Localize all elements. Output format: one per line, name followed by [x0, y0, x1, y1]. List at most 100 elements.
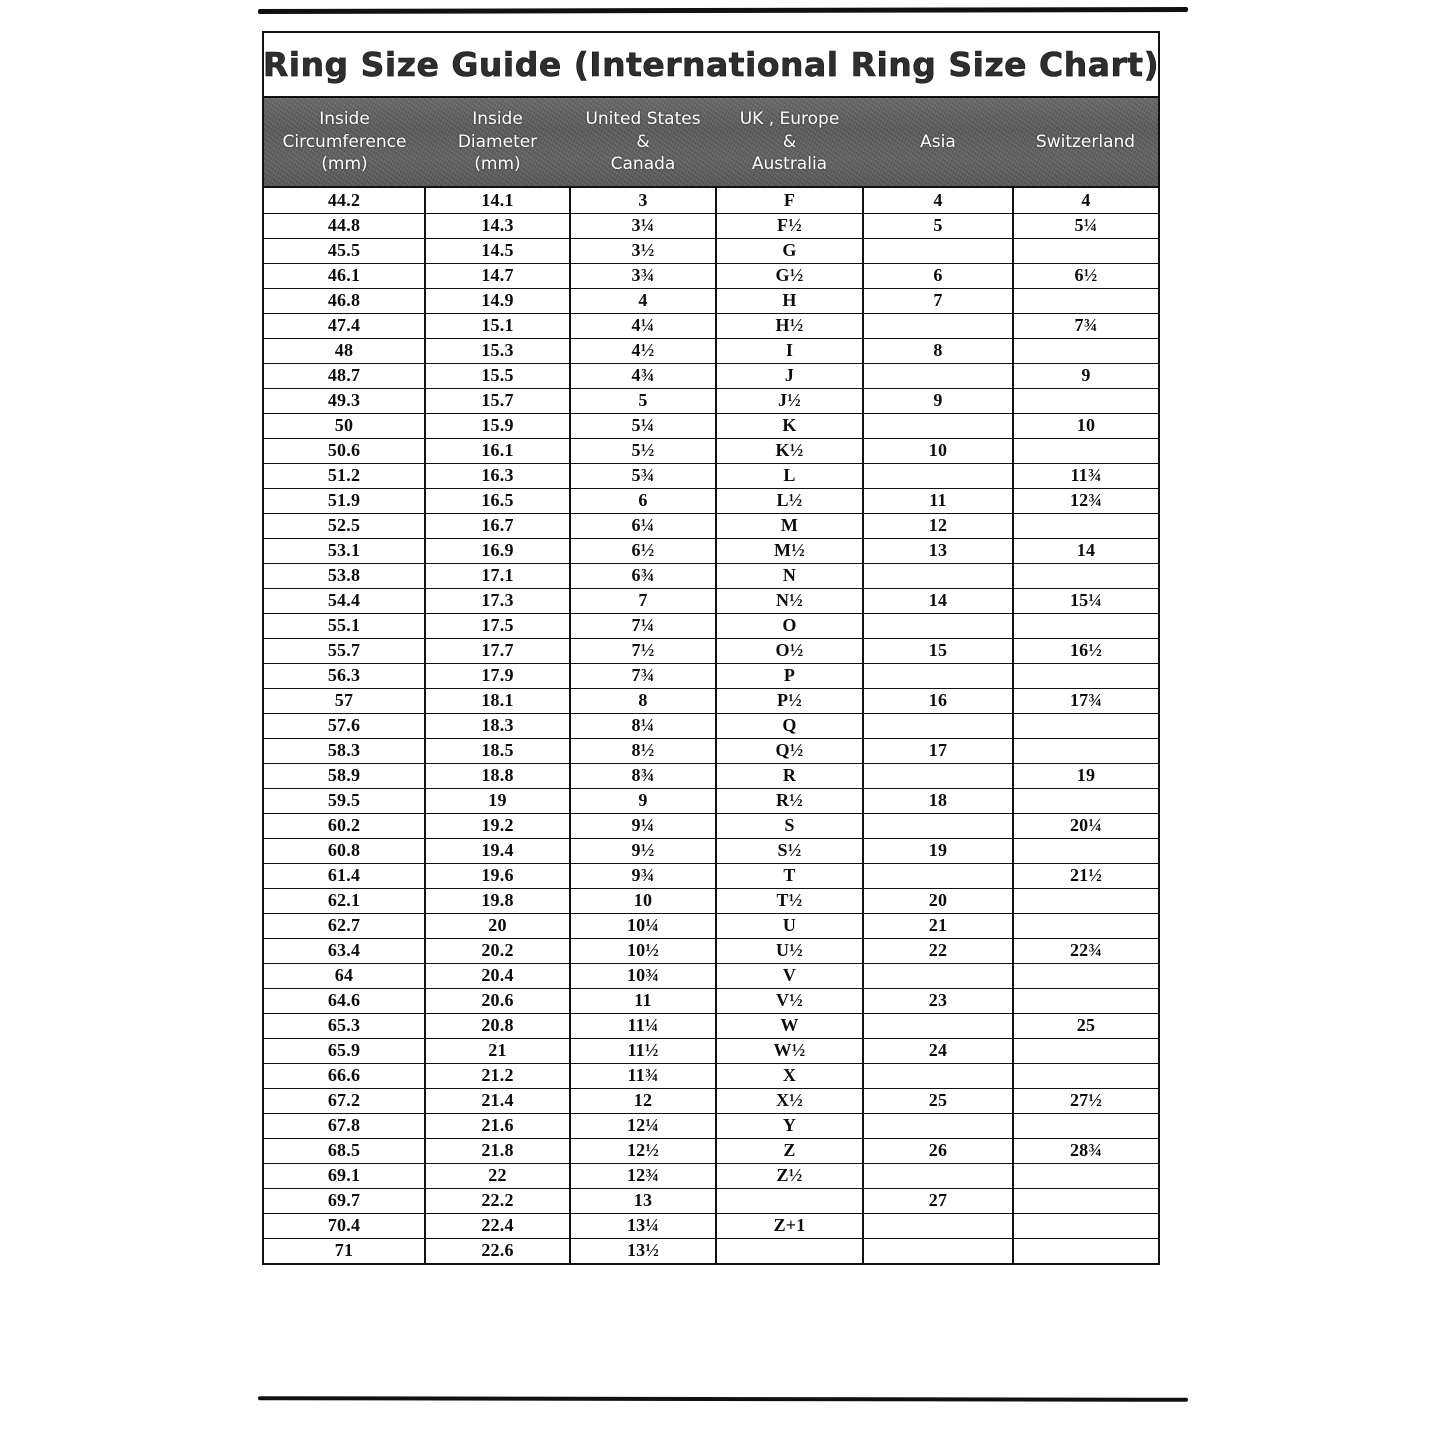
cell-inside-diameter: 16.9 [425, 538, 571, 564]
cell-us-canada: 11½ [570, 1038, 717, 1064]
table-row: 48 15.3 4½ I 8 [264, 338, 1158, 364]
cell-inside-circumference: 67.2 [264, 1088, 426, 1114]
cell-asia: 6 [863, 263, 1014, 289]
cell-inside-diameter: 14.7 [425, 263, 571, 289]
cell-asia [863, 413, 1014, 439]
cell-inside-circumference: 56.3 [264, 663, 426, 689]
cell-uk-europe-australia: X [716, 1063, 864, 1089]
cell-asia [863, 363, 1014, 389]
cell-uk-europe-australia: L½ [716, 488, 864, 514]
table-row: 56.3 17.9 7¾ P [264, 663, 1158, 689]
cell-switzerland: 4 [1013, 188, 1158, 214]
table-row: 65.9 21 11½ W½ 24 [264, 1038, 1158, 1064]
cell-switzerland: 20¼ [1013, 813, 1158, 839]
cell-switzerland: 11¾ [1013, 463, 1158, 489]
cell-inside-circumference: 64.6 [264, 988, 426, 1014]
cell-inside-diameter: 18.5 [425, 738, 571, 764]
cell-inside-diameter: 16.3 [425, 463, 571, 489]
cell-uk-europe-australia: W [716, 1013, 864, 1039]
cell-inside-diameter: 16.1 [425, 438, 571, 464]
cell-uk-europe-australia: Z+1 [716, 1213, 864, 1239]
cell-asia [863, 463, 1014, 489]
cell-uk-europe-australia: H½ [716, 313, 864, 339]
cell-asia: 7 [863, 288, 1014, 314]
cell-us-canada: 3 [570, 188, 717, 214]
cell-asia [863, 663, 1014, 689]
cell-switzerland: 19 [1013, 763, 1158, 789]
cell-us-canada: 9 [570, 788, 717, 814]
cell-us-canada: 8¼ [570, 713, 717, 739]
cell-inside-circumference: 65.3 [264, 1013, 426, 1039]
cell-inside-diameter: 21 [425, 1038, 571, 1064]
cell-uk-europe-australia: M½ [716, 538, 864, 564]
cell-uk-europe-australia: J½ [716, 388, 864, 414]
table-row: 48.7 15.5 4¾ J 9 [264, 363, 1158, 389]
cell-switzerland: 12¾ [1013, 488, 1158, 514]
cell-us-canada: 11¾ [570, 1063, 717, 1089]
cell-inside-diameter: 21.8 [425, 1138, 571, 1164]
cell-uk-europe-australia: N [716, 563, 864, 589]
table-row: 60.8 19.4 9½ S½ 19 [264, 838, 1158, 864]
cell-inside-circumference: 44.8 [264, 213, 426, 239]
cell-inside-circumference: 46.8 [264, 288, 426, 314]
cell-inside-circumference: 48.7 [264, 363, 426, 389]
cell-inside-circumference: 44.2 [264, 188, 426, 214]
cell-inside-diameter: 15.5 [425, 363, 571, 389]
cell-asia: 13 [863, 538, 1014, 564]
cell-inside-diameter: 14.3 [425, 213, 571, 239]
cell-switzerland [1013, 963, 1158, 989]
cell-uk-europe-australia: G½ [716, 263, 864, 289]
cell-inside-diameter: 16.5 [425, 488, 571, 514]
cell-inside-circumference: 50 [264, 413, 426, 439]
cell-uk-europe-australia: Y [716, 1113, 864, 1139]
cell-inside-circumference: 62.1 [264, 888, 426, 914]
table-row: 70.4 22.4 13¼ Z+1 [264, 1213, 1158, 1239]
cell-uk-europe-australia: T [716, 863, 864, 889]
cell-inside-circumference: 58.9 [264, 763, 426, 789]
cell-switzerland [1013, 1213, 1158, 1239]
cell-inside-diameter: 19.8 [425, 888, 571, 914]
cell-us-canada: 6½ [570, 538, 717, 564]
table-row: 64.6 20.6 11 V½ 23 [264, 988, 1158, 1014]
cell-switzerland [1013, 713, 1158, 739]
cell-us-canada: 7¾ [570, 663, 717, 689]
table-row: 54.4 17.3 7 N½ 14 15¼ [264, 588, 1158, 614]
page-title: Ring Size Guide (International Ring Size… [262, 45, 1160, 85]
cell-asia: 8 [863, 338, 1014, 364]
cell-inside-diameter: 21.6 [425, 1113, 571, 1139]
cell-asia: 20 [863, 888, 1014, 914]
cell-uk-europe-australia: V½ [716, 988, 864, 1014]
cell-switzerland [1013, 563, 1158, 589]
table-row: 47.4 15.1 4¼ H½ 7¾ [264, 313, 1158, 339]
cell-us-canada: 9¾ [570, 863, 717, 889]
cell-switzerland: 6½ [1013, 263, 1158, 289]
cell-uk-europe-australia: O [716, 613, 864, 639]
table-row: 52.5 16.7 6¼ M 12 [264, 513, 1158, 539]
table-row: 53.1 16.9 6½ M½ 13 14 [264, 538, 1158, 564]
cell-asia: 21 [863, 913, 1014, 939]
table-row: 69.1 22 12¾ Z½ [264, 1163, 1158, 1189]
cell-asia: 14 [863, 588, 1014, 614]
header-line: Switzerland [1035, 131, 1136, 152]
cell-us-canada: 12 [570, 1088, 717, 1114]
table-row: 49.3 15.7 5 J½ 9 [264, 388, 1158, 414]
table-header-row: Inside Circumference (mm) Inside Diamete… [264, 98, 1158, 188]
table-row: 71 22.6 13½ [264, 1238, 1158, 1263]
cell-asia: 9 [863, 388, 1014, 414]
cell-inside-circumference: 53.8 [264, 563, 426, 589]
cell-inside-circumference: 57 [264, 688, 426, 714]
cell-inside-circumference: 54.4 [264, 588, 426, 614]
cell-asia: 12 [863, 513, 1014, 539]
cell-uk-europe-australia: X½ [716, 1088, 864, 1114]
table-row: 55.1 17.5 7¼ O [264, 613, 1158, 639]
cell-uk-europe-australia: U [716, 913, 864, 939]
cell-switzerland: 16½ [1013, 638, 1158, 664]
cell-asia: 22 [863, 938, 1014, 964]
cell-switzerland [1013, 663, 1158, 689]
cell-inside-diameter: 22.2 [425, 1188, 571, 1214]
cell-us-canada: 4¾ [570, 363, 717, 389]
cell-inside-diameter: 14.5 [425, 238, 571, 264]
cell-inside-diameter: 15.7 [425, 388, 571, 414]
cell-inside-circumference: 52.5 [264, 513, 426, 539]
cell-uk-europe-australia: V [716, 963, 864, 989]
